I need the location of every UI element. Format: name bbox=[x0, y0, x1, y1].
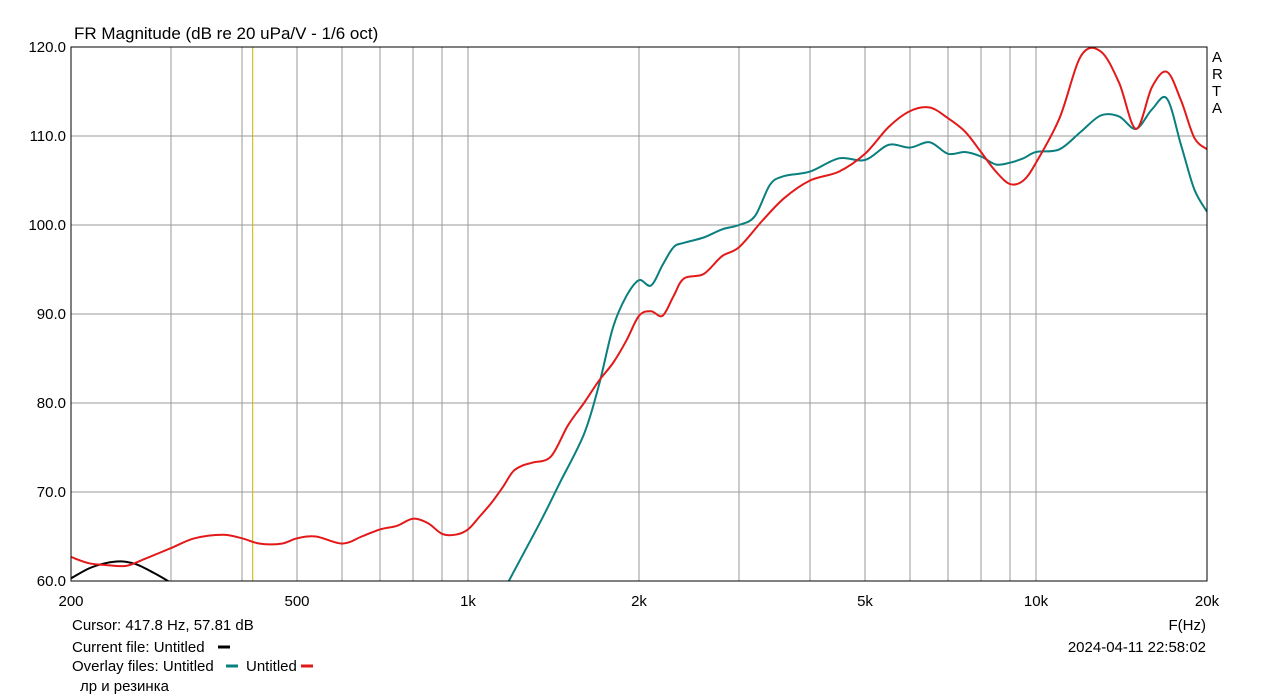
y-tick-label: 90.0 bbox=[37, 306, 66, 323]
plot-frame bbox=[70, 46, 1208, 582]
current-file-curve bbox=[71, 560, 170, 581]
overlay2-curve bbox=[71, 46, 1207, 568]
overlay1-curve bbox=[507, 96, 1207, 581]
chart-title: FR Magnitude (dB re 20 uPa/V - 1/6 oct) bbox=[74, 24, 378, 43]
current-file-label: Current file: Untitled bbox=[72, 639, 205, 656]
brand-letter-a1: A bbox=[1212, 49, 1222, 66]
y-tick-label: 70.0 bbox=[37, 484, 66, 501]
x-axis-label: F(Hz) bbox=[1169, 617, 1207, 634]
y-tick-label: 110.0 bbox=[30, 128, 66, 145]
note-text: лр и резинка bbox=[80, 678, 170, 695]
brand-label: A R T A bbox=[1212, 49, 1223, 117]
x-tick-label: 20k bbox=[1195, 593, 1220, 610]
y-tick-label: 60.0 bbox=[37, 573, 66, 590]
x-tick-label: 10k bbox=[1024, 593, 1049, 610]
grid-lines bbox=[71, 47, 1207, 581]
cursor-readout: Cursor: 417.8 Hz, 57.81 dB bbox=[72, 617, 254, 634]
x-tick-label: 500 bbox=[284, 593, 309, 610]
series-layer bbox=[71, 46, 1207, 581]
brand-letter-r: R bbox=[1212, 66, 1223, 83]
brand-letter-t: T bbox=[1212, 83, 1221, 100]
overlay2-label: Untitled bbox=[246, 658, 297, 675]
overlay-files-label: Overlay files: Untitled bbox=[72, 658, 214, 675]
x-tick-label: 5k bbox=[857, 593, 873, 610]
brand-letter-a2: A bbox=[1212, 100, 1222, 117]
y-tick-label: 120.0 bbox=[28, 39, 66, 56]
x-tick-labels: 200 500 1k 2k 5k 10k 20k bbox=[58, 593, 1219, 610]
x-tick-label: 2k bbox=[631, 593, 647, 610]
y-tick-labels: 120.0 110.0 100.0 90.0 80.0 70.0 60.0 bbox=[28, 39, 66, 590]
x-tick-label: 200 bbox=[58, 593, 83, 610]
y-tick-label: 100.0 bbox=[28, 217, 66, 234]
x-tick-label: 1k bbox=[460, 593, 476, 610]
y-tick-label: 80.0 bbox=[37, 395, 66, 412]
timestamp: 2024-04-11 22:58:02 bbox=[1068, 639, 1206, 656]
